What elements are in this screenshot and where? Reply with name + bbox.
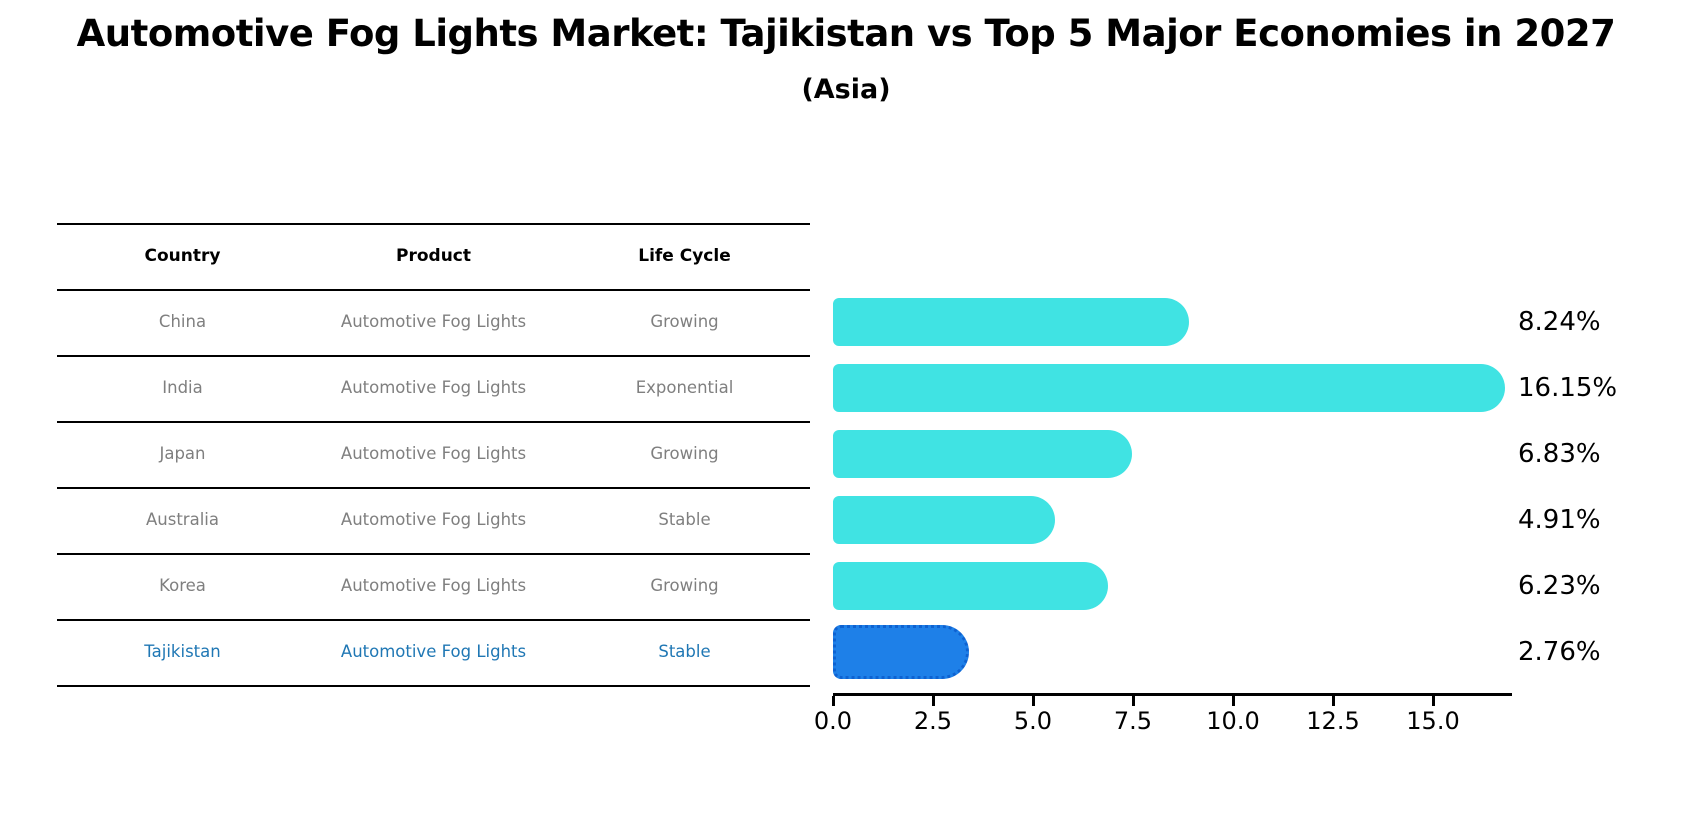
life-cycle-cell: Exponential [635, 378, 734, 397]
product-cell: Automotive Fog Lights [340, 378, 527, 397]
product-cell: Automotive Fog Lights [340, 312, 527, 331]
country-cell: Japan [159, 444, 206, 463]
bar-china [833, 298, 1189, 346]
country-cell: India [162, 378, 203, 397]
x-axis-line [833, 693, 1512, 696]
table-row-tajikistan: Tajikistan Automotive Fog Lights Stable [57, 619, 810, 685]
product-cell: Automotive Fog Lights [340, 576, 527, 595]
value-label-tajikistan: 2.76% [1518, 637, 1601, 667]
table-row-australia: Australia Automotive Fog Lights Stable [57, 487, 810, 553]
table-row-japan: Japan Automotive Fog Lights Growing [57, 421, 810, 487]
x-axis-tick [1132, 696, 1135, 706]
country-cell: China [158, 312, 207, 331]
country-cell: Korea [159, 576, 206, 595]
product-cell: Automotive Fog Lights [340, 444, 527, 463]
value-label-china: 8.24% [1518, 307, 1601, 337]
chart-title: Automotive Fog Lights Market: Tajikistan… [76, 12, 1616, 55]
x-axis-tick [1032, 696, 1035, 706]
table-divider [57, 355, 810, 357]
bar-japan [833, 430, 1133, 478]
table-row-china: China Automotive Fog Lights Growing [57, 289, 810, 355]
table-divider [57, 685, 810, 687]
value-label-korea: 6.23% [1518, 571, 1601, 601]
value-label-india: 16.15% [1518, 373, 1618, 403]
bar-tajikistan [833, 625, 970, 679]
value-label-australia: 4.91% [1518, 505, 1601, 535]
table-divider [57, 421, 810, 423]
table-divider [57, 487, 810, 489]
country-info-table: Country Product Life Cycle China Automot… [57, 223, 810, 687]
life-cycle-cell: Growing [650, 312, 719, 331]
product-cell: Automotive Fog Lights [340, 510, 527, 529]
bar-australia [833, 496, 1056, 544]
life-cycle-cell: Growing [650, 444, 719, 463]
x-tick-label: 10.0 [1206, 707, 1260, 735]
x-tick-label: 5.0 [1013, 707, 1053, 735]
table-divider [57, 619, 810, 621]
x-tick-label: 7.5 [1113, 707, 1153, 735]
country-cell: Tajikistan [144, 642, 221, 661]
table-row-india: India Automotive Fog Lights Exponential [57, 355, 810, 421]
table-divider [57, 553, 810, 555]
bar-korea [833, 562, 1109, 610]
x-axis-tick [832, 696, 835, 706]
x-tick-label: 15.0 [1406, 707, 1460, 735]
chart-subtitle: (Asia) [801, 74, 891, 105]
table-header-row: Country Product Life Cycle [57, 223, 810, 289]
table-row-korea: Korea Automotive Fog Lights Growing [57, 553, 810, 619]
country-cell: Australia [146, 510, 219, 529]
value-label-japan: 6.83% [1518, 439, 1601, 469]
life-cycle-cell: Growing [650, 576, 719, 595]
x-axis-tick [1432, 696, 1435, 706]
x-tick-label: 2.5 [913, 707, 953, 735]
table-divider [57, 223, 810, 225]
column-header-country: Country [144, 246, 221, 266]
x-tick-label: 12.5 [1306, 707, 1360, 735]
x-axis-tick [1332, 696, 1335, 706]
product-cell: Automotive Fog Lights [340, 642, 527, 661]
x-axis-tick [1232, 696, 1235, 706]
life-cycle-cell: Stable [658, 510, 711, 529]
bar-india [833, 364, 1505, 412]
column-header-product: Product [396, 246, 471, 266]
x-tick-label: 0.0 [813, 707, 853, 735]
life-cycle-cell: Stable [658, 642, 711, 661]
table-divider [57, 289, 810, 291]
x-axis-tick [932, 696, 935, 706]
column-header-life-cycle: Life Cycle [638, 246, 731, 266]
